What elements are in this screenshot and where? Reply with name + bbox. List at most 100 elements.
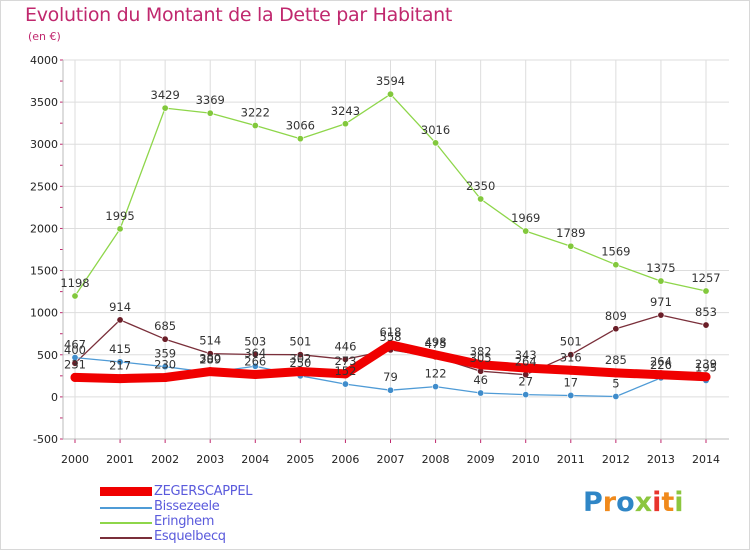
data-point-bissezeele [612, 392, 620, 400]
data-point-esquelbecq [341, 355, 349, 363]
data-point-eringhem [71, 292, 79, 300]
y-tick-label: 1000 [30, 307, 58, 320]
data-point-zegerscappel [431, 350, 441, 360]
data-label-eringhem: 3594 [376, 74, 405, 88]
y-tick-label: 1500 [30, 265, 58, 278]
data-point-eringhem [206, 109, 214, 117]
x-tick-label: 2001 [106, 453, 134, 466]
data-point-bissezeele [251, 362, 259, 370]
data-label-bissezeele: 79 [383, 370, 398, 384]
x-tick-label: 2003 [196, 453, 224, 466]
data-label-zegerscappel: 217 [109, 359, 131, 373]
data-point-bissezeele [432, 383, 440, 391]
data-point-zegerscappel [160, 373, 170, 383]
data-label-zegerscappel: 285 [605, 353, 627, 367]
data-label-bissezeele: 226 [650, 358, 672, 372]
data-point-zegerscappel [521, 363, 531, 373]
data-label-eringhem: 1969 [511, 211, 540, 225]
y-tick-label: 3500 [30, 96, 58, 109]
data-point-esquelbecq [702, 321, 710, 329]
y-tick-label: 4000 [30, 54, 58, 67]
legend-label-bissezeele: Bissezeele [154, 499, 220, 514]
data-label-zegerscappel: 316 [560, 350, 582, 364]
data-point-esquelbecq [251, 351, 259, 359]
data-point-eringhem [386, 90, 394, 98]
data-label-eringhem: 3243 [331, 104, 360, 118]
data-point-eringhem [657, 277, 665, 285]
data-label-esquelbecq: 914 [109, 300, 131, 314]
data-point-eringhem [522, 227, 530, 235]
data-label-bissezeele: 359 [154, 347, 176, 361]
data-point-eringhem [251, 122, 259, 130]
x-tick-label: 2010 [512, 453, 540, 466]
x-tick-label: 2014 [692, 453, 720, 466]
data-label-bissezeele: 122 [425, 367, 447, 381]
x-tick-label: 2013 [647, 453, 675, 466]
data-point-eringhem [567, 242, 575, 250]
data-label-eringhem: 1257 [691, 271, 720, 285]
legend-label-esquelbecq: Esquelbecq [154, 529, 226, 544]
data-point-eringhem [341, 120, 349, 128]
data-label-esquelbecq: 971 [650, 295, 672, 309]
data-label-eringhem: 1789 [556, 226, 585, 240]
data-label-bissezeele: 5 [612, 376, 619, 390]
data-label-esquelbecq: 400 [64, 343, 86, 357]
data-label-eringhem: 1569 [601, 245, 630, 259]
data-label-zegerscappel: 302 [289, 351, 311, 365]
data-label-zegerscappel: 382 [470, 345, 492, 359]
axes: -500 0 500 1000 1500 2000 2500 3000 3500 4000 2000… [30, 54, 729, 466]
data-label-bissezeele: 364 [244, 346, 266, 360]
data-label-bissezeele: 467 [64, 338, 86, 352]
data-point-bissezeele [386, 386, 394, 394]
data-label-zegerscappel: 264 [650, 355, 672, 369]
data-label-esquelbecq: 501 [289, 335, 311, 349]
data-label-eringhem: 3016 [421, 123, 450, 137]
data-point-zegerscappel [250, 369, 260, 379]
data-label-zegerscappel: 273 [334, 354, 356, 368]
data-point-zegerscappel [386, 340, 395, 350]
x-tick-label: 2008 [422, 453, 450, 466]
data-label-esquelbecq: 475 [425, 337, 447, 351]
data-label-zegerscappel: 618 [380, 325, 402, 339]
data-labels: 1198 1995 3429 3369 3222 3066 3243 3594 3016 2350… [60, 74, 720, 390]
data-label-zegerscappel: 230 [154, 358, 176, 372]
y-tick-label: 500 [37, 349, 58, 362]
data-point-bissezeele [341, 380, 349, 388]
data-label-esquelbecq: 501 [560, 335, 582, 349]
data-point-bissezeele [116, 358, 124, 366]
y-tick-label: 3000 [30, 138, 58, 151]
data-label-esquelbecq: 853 [695, 305, 717, 319]
legend-swatch-bissezeele [100, 507, 152, 509]
data-point-zegerscappel [295, 366, 305, 376]
y-tick-label: -500 [33, 433, 58, 446]
data-label-zegerscappel: 231 [64, 357, 86, 371]
data-point-esquelbecq [161, 335, 169, 343]
data-label-eringhem: 3429 [151, 88, 180, 102]
y-tick-label: 0 [51, 391, 58, 404]
data-point-zegerscappel [115, 374, 125, 384]
data-label-esquelbecq: 558 [380, 330, 402, 344]
data-label-eringhem: 3066 [286, 119, 315, 133]
data-point-eringhem [612, 261, 620, 269]
data-label-eringhem: 1995 [105, 209, 134, 223]
legend-label-zegerscappel: ZEGERSCAPPEL [154, 484, 253, 499]
data-point-bissezeele [161, 363, 169, 371]
x-tick-label: 2012 [602, 453, 630, 466]
data-label-esquelbecq: 503 [244, 335, 266, 349]
data-point-bissezeele [522, 391, 530, 399]
data-point-esquelbecq [657, 311, 665, 319]
data-label-bissezeele: 152 [334, 364, 356, 378]
data-point-zegerscappel [656, 370, 666, 380]
proxiti-logo: Proxiti [583, 487, 684, 518]
data-point-eringhem [296, 135, 304, 143]
data-label-esquelbecq: 809 [605, 309, 627, 323]
data-label-esquelbecq: 514 [199, 334, 221, 348]
chart-title: Evolution du Montant de la Dette par Hab… [25, 4, 453, 26]
data-point-eringhem [477, 195, 485, 203]
data-point-zegerscappel [701, 372, 711, 382]
data-point-zegerscappel [70, 372, 80, 382]
data-label-zegerscappel: 266 [244, 354, 266, 368]
data-point-eringhem [702, 287, 710, 295]
data-label-eringhem: 3369 [196, 93, 225, 107]
data-point-esquelbecq [567, 351, 575, 359]
